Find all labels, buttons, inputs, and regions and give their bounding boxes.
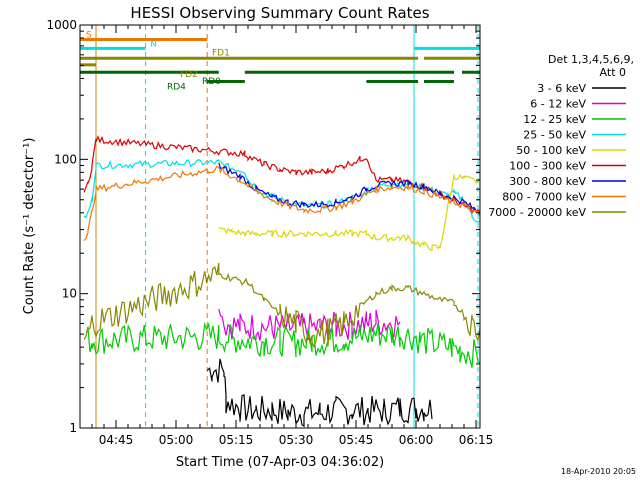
series-line-4 [218, 173, 480, 252]
y-tick-label-1: 10 [62, 287, 77, 301]
legend-entry-label-8: 7000 - 20000 keV [488, 206, 586, 219]
y-tick-label-0: 1 [69, 421, 77, 435]
flag-label-s: S [86, 30, 92, 40]
legend-title-line-2: Att 0 [600, 66, 626, 79]
y-tick-label-2: 100 [54, 152, 77, 166]
series-line-2 [87, 321, 480, 368]
series-line-3 [83, 158, 480, 223]
y-axis-label: Count Rate (s⁻¹ detector⁻¹) [22, 138, 37, 315]
series-line-8 [83, 262, 480, 349]
legend-entry-label-0: 3 - 6 keV [537, 82, 586, 95]
flag-label-fd1: FD1 [212, 48, 230, 58]
x-tick-label-4: 05:45 [339, 433, 374, 447]
x-tick-label-5: 06:00 [399, 433, 434, 447]
footer-timestamp: 18-Apr-2010 20:05 [561, 467, 636, 476]
x-tick-label-1: 05:00 [159, 433, 194, 447]
flag-label-n: N [150, 39, 157, 49]
x-tick-label-2: 05:15 [219, 433, 254, 447]
plot-frame [79, 24, 481, 429]
legend-entry-label-1: 6 - 12 keV [530, 98, 586, 111]
legend-entry-label-6: 300 - 800 keV [509, 175, 586, 188]
flag-label-fd2: FD2 [180, 70, 198, 80]
y-tick-label-3: 1000 [46, 18, 77, 32]
series-line-6 [218, 162, 480, 216]
legend-entry-label-3: 25 - 50 keV [523, 129, 586, 142]
x-tick-label-0: 04:45 [99, 433, 134, 447]
legend-title-line-1: Det 1,3,4,5,6,9, [548, 53, 634, 66]
flag-label-rd4: RD4 [167, 82, 186, 92]
legend-entry-label-7: 800 - 7000 keV [502, 191, 586, 204]
x-tick-label-3: 05:30 [279, 433, 314, 447]
series-line-7 [83, 165, 480, 241]
x-tick-label-6: 06:15 [459, 433, 494, 447]
chart-title: HESSI Observing Summary Count Rates [130, 4, 429, 22]
legend-entry-label-2: 12 - 25 keV [523, 113, 586, 126]
legend-entry-label-4: 50 - 100 keV [516, 144, 586, 157]
series-line-5 [83, 135, 480, 215]
series-line-1 [218, 308, 401, 341]
x-axis-label: Start Time (07-Apr-03 04:36:02) [176, 455, 384, 470]
series-line-0 [206, 358, 433, 428]
flag-label-rd0: RD0 [202, 77, 221, 87]
legend-entry-label-5: 100 - 300 keV [509, 160, 586, 173]
